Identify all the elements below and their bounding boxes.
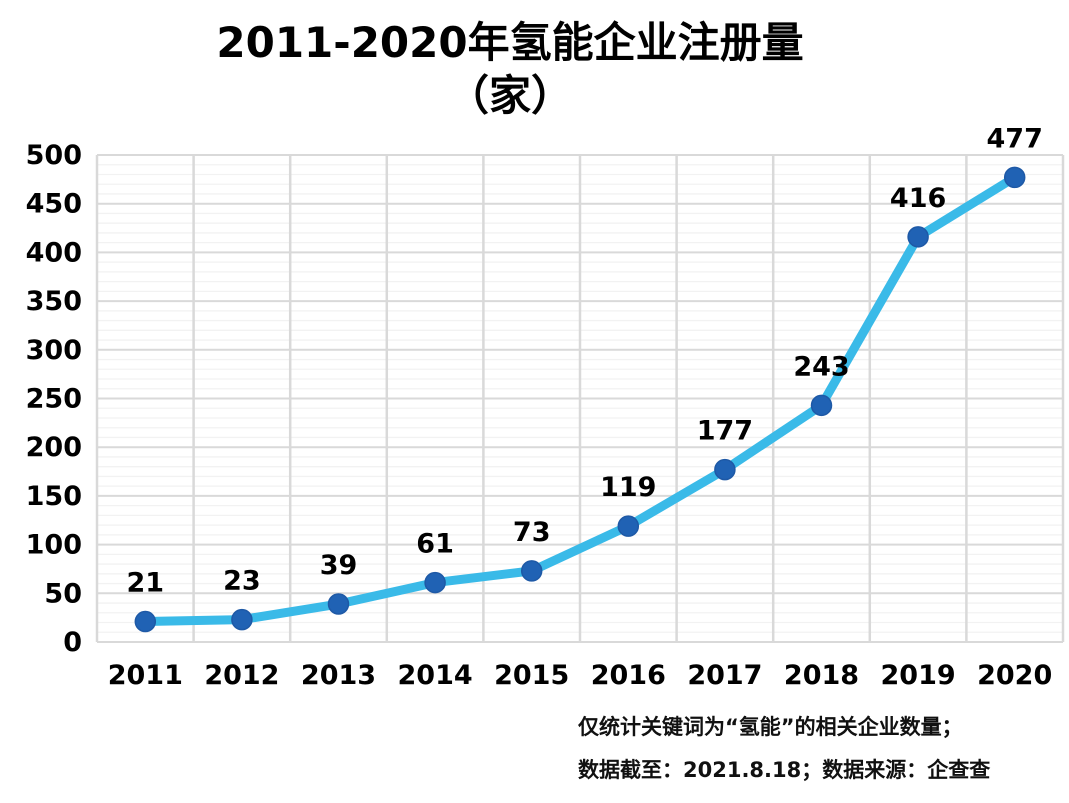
chart-title-unit: （家） (446, 71, 573, 120)
svg-text:500: 500 (26, 140, 82, 171)
svg-text:450: 450 (26, 189, 82, 220)
data-point-2018 (810, 394, 833, 417)
svg-text:0: 0 (63, 627, 82, 658)
svg-text:21: 21 (127, 568, 165, 599)
svg-text:2012: 2012 (204, 660, 279, 691)
svg-text:2013: 2013 (301, 660, 376, 691)
data-point-markers (134, 166, 1026, 633)
data-point-2016 (617, 515, 640, 537)
data-point-2015 (520, 560, 543, 582)
svg-text:2019: 2019 (881, 660, 956, 691)
svg-text:477: 477 (987, 123, 1043, 154)
series-line (140, 172, 1020, 627)
svg-text:177: 177 (697, 416, 753, 447)
svg-text:39: 39 (320, 550, 358, 581)
svg-text:2015: 2015 (494, 660, 569, 691)
chart-footnotes: 仅统计关键词为“氢能”的相关企业数量； 数据截至：2021.8.18；数据来源：… (578, 706, 990, 792)
svg-text:2014: 2014 (398, 660, 473, 691)
svg-text:200: 200 (26, 432, 82, 463)
svg-text:300: 300 (26, 335, 82, 366)
data-labels: 21 23 39 61 73 119 177 243 416 477 (127, 123, 1043, 598)
svg-text:50: 50 (44, 578, 82, 609)
footnote-line-2: 数据截至：2021.8.18；数据来源：企查查 (578, 758, 991, 782)
svg-text:250: 250 (26, 384, 82, 415)
svg-text:2011: 2011 (108, 660, 183, 691)
svg-text:100: 100 (26, 530, 82, 561)
svg-text:23: 23 (223, 566, 261, 597)
x-axis-labels: 2011 2012 2013 2014 2015 2016 2017 2018 2019 2020 (108, 660, 1053, 691)
svg-text:73: 73 (513, 517, 551, 548)
data-point-2011 (134, 610, 157, 633)
data-point-2017 (714, 458, 736, 481)
svg-text:2020: 2020 (977, 660, 1052, 691)
footnote-line-1: 仅统计关键词为“氢能”的相关企业数量； (578, 715, 963, 739)
y-axis-labels: 0 50 100 150 200 250 300 350 400 450 500 (26, 140, 82, 658)
svg-text:400: 400 (26, 237, 82, 268)
data-point-2012 (231, 608, 253, 631)
chart-title-block: 2011-2020年氢能企业注册量 （家） (0, 16, 1020, 122)
data-point-2020 (1003, 166, 1026, 189)
vertical-gridlines (95, 155, 1065, 642)
svg-text:61: 61 (416, 529, 454, 560)
chart-title: 2011-2020年氢能企业注册量 (216, 18, 804, 67)
svg-text:2018: 2018 (784, 660, 859, 691)
data-point-2013 (327, 593, 350, 615)
svg-text:2016: 2016 (591, 660, 666, 691)
svg-text:416: 416 (890, 183, 946, 214)
svg-text:150: 150 (26, 481, 82, 512)
svg-text:119: 119 (600, 472, 656, 503)
data-point-2019 (907, 226, 929, 248)
svg-text:350: 350 (26, 286, 82, 317)
data-point-2014 (424, 571, 446, 594)
svg-text:243: 243 (793, 351, 849, 382)
svg-text:2017: 2017 (687, 660, 762, 691)
